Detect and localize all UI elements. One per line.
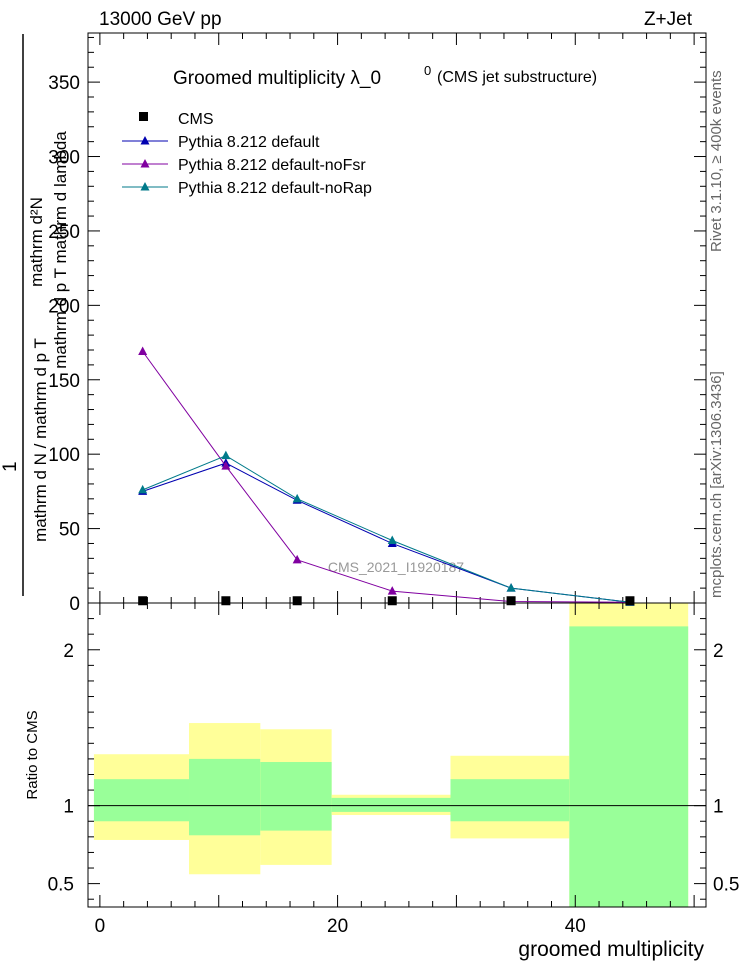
ratio-y-axis-label: Ratio to CMS: [24, 710, 41, 799]
x-tick-label-2: 40: [565, 916, 586, 937]
series-1-point: [387, 586, 397, 595]
green-band-3: [331, 797, 451, 812]
cms-data-point: [138, 596, 148, 606]
y-tick-label-50: 50: [59, 520, 80, 541]
series-2-point: [138, 484, 148, 494]
ratio-y-tick-label-right-1: 1: [713, 797, 724, 818]
legend-cms-marker: [139, 112, 148, 121]
series-1-point: [221, 461, 231, 470]
green-band-0: [93, 779, 190, 822]
ratio-y-tick-label-left-2: 2: [63, 641, 74, 662]
legend-label-1: Pythia 8.212 default-noFsr: [178, 157, 366, 174]
y-tick-label-350: 350: [48, 73, 80, 94]
series-2-point: [387, 535, 397, 544]
y-axis-label-numerator: mathrm d²N: [27, 197, 46, 287]
y-tick-label-300: 300: [48, 148, 80, 169]
x-tick-label-1: 20: [327, 916, 348, 937]
y-axis-label-factor: 1: [0, 461, 21, 472]
green-band-2: [260, 762, 332, 831]
green-band-4: [450, 779, 570, 822]
ratio-plot-frame: [87, 602, 707, 908]
plot-title-suffix: (CMS jet substructure): [437, 69, 597, 86]
cms-data-point: [625, 596, 635, 606]
series-2-point: [221, 450, 231, 460]
legend-marker-2: [140, 182, 150, 191]
cms-data-point: [506, 596, 516, 606]
ratio-y-tick-label-left-1: 1: [63, 797, 74, 818]
green-band-1: [189, 758, 261, 836]
y-axis-label-inner: mathrm d p T mathrm d lambda: [51, 131, 70, 369]
y-tick-label-150: 150: [48, 371, 80, 392]
legend-cms-label: CMS: [178, 111, 214, 128]
x-tick-label-0: 0: [95, 916, 106, 937]
ratio-y-tick-label-right-0: 0.5: [713, 875, 739, 896]
legend-label-0: Pythia 8.212 default: [178, 134, 320, 151]
series-line-0: [142, 462, 630, 603]
watermark-label: CMS_2021_I1920187: [328, 559, 464, 575]
y-axis-label-denominator: mathrm d N / mathrm d p T: [31, 338, 50, 542]
y-tick-label-100: 100: [48, 445, 80, 466]
series-1-point: [292, 554, 302, 564]
plot-title-sup: 0: [424, 63, 431, 78]
series-line-1: [142, 351, 630, 603]
cms-data-point: [387, 596, 397, 606]
ratio-y-tick-label-left-0: 0.5: [48, 875, 74, 896]
series-line-2: [142, 455, 630, 603]
series-2-point: [292, 493, 302, 503]
x-axis-label: groomed multiplicity: [518, 938, 704, 961]
cms-data-point: [221, 596, 231, 606]
y-tick-label-250: 250: [48, 222, 80, 243]
plot-title: Groomed multiplicity λ_0: [173, 68, 381, 89]
energy-label: 13000 GeV pp: [99, 9, 222, 30]
series-1-point: [138, 346, 148, 355]
process-label: Z+Jet: [643, 9, 692, 30]
main-y-ticks: [88, 36, 706, 604]
y-tick-label-200: 200: [48, 296, 80, 317]
series-2-point: [506, 583, 516, 592]
green-band-5: [569, 626, 689, 907]
y-tick-label-0: 0: [69, 594, 80, 615]
legend-marker-0: [140, 136, 150, 145]
legend-marker-1: [140, 159, 150, 168]
cms-data-point: [292, 596, 302, 606]
ratio-ticks: [88, 603, 706, 907]
ratio-bands: [93, 603, 689, 907]
main-x-ticks: [99, 33, 695, 603]
ratio-y-tick-label-right-2: 2: [713, 641, 724, 662]
legend-label-2: Pythia 8.212 default-noRap: [178, 180, 372, 197]
